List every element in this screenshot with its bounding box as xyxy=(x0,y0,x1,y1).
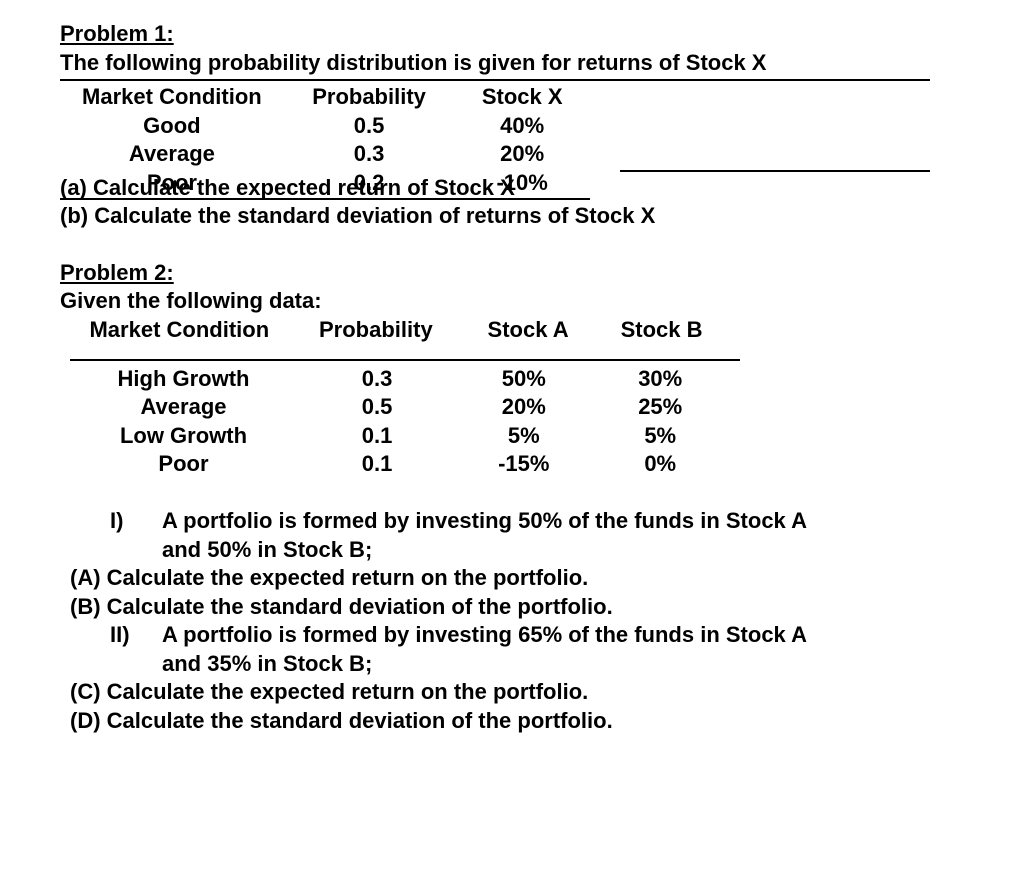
table-row: Average 0.3 20% xyxy=(60,140,590,169)
part-i: I) A portfolio is formed by investing 50… xyxy=(60,507,964,536)
cell: 0.3 xyxy=(297,365,457,394)
col-header: Probability xyxy=(284,83,455,112)
cell: 30% xyxy=(590,365,730,394)
cell: 0.3 xyxy=(284,140,455,169)
problem-2-qD: (D) Calculate the standard deviation of … xyxy=(60,707,964,736)
problem-2-qA: (A) Calculate the expected return on the… xyxy=(60,564,964,593)
table-row: Low Growth 0.1 5% 5% xyxy=(70,422,730,451)
cell: 20% xyxy=(457,393,590,422)
cell: Average xyxy=(60,140,284,169)
part-ii-cont: and 35% in Stock B; xyxy=(60,650,964,679)
part-ii-num: II) xyxy=(110,621,162,650)
cell: -15% xyxy=(457,450,590,479)
cell: 25% xyxy=(590,393,730,422)
cell: Average xyxy=(70,393,297,422)
problem-2-table-body: High Growth 0.3 50% 30% Average 0.5 20% … xyxy=(70,365,730,479)
problem-2: Problem 2: Given the following data: Mar… xyxy=(60,259,964,736)
part-i-cont: and 50% in Stock B; xyxy=(60,536,964,565)
table-row: Poor 0.1 -15% 0% xyxy=(70,450,730,479)
cell: 0.5 xyxy=(297,393,457,422)
col-header: Stock A xyxy=(463,316,593,345)
cell: Good xyxy=(60,112,284,141)
cell: High Growth xyxy=(70,365,297,394)
cell: 20% xyxy=(454,140,590,169)
part-i-text: A portfolio is formed by investing 50% o… xyxy=(162,507,807,536)
cell: 0.5 xyxy=(284,112,455,141)
col-header: Market Condition xyxy=(60,83,284,112)
table-row: Good 0.5 40% xyxy=(60,112,590,141)
table-row: High Growth 0.3 50% 30% xyxy=(70,365,730,394)
problem-1-intro: The following probability distribution i… xyxy=(60,49,964,78)
col-header: Market Condition xyxy=(70,316,289,345)
part-ii: II) A portfolio is formed by investing 6… xyxy=(60,621,964,650)
cell: 0.1 xyxy=(297,422,457,451)
cell: 5% xyxy=(590,422,730,451)
cell: 0% xyxy=(590,450,730,479)
col-header: Stock B xyxy=(593,316,730,345)
cell: 0.1 xyxy=(297,450,457,479)
rule xyxy=(70,359,740,361)
rule-extend xyxy=(620,170,930,172)
problem-2-title: Problem 2: xyxy=(60,259,964,288)
col-header: Stock X xyxy=(454,83,590,112)
cell: 40% xyxy=(454,112,590,141)
table-header-row: Market Condition Probability Stock A Sto… xyxy=(70,316,730,345)
cell: 50% xyxy=(457,365,590,394)
problem-2-table-head: Market Condition Probability Stock A Sto… xyxy=(70,316,730,345)
rule xyxy=(60,79,930,81)
part-i-num: I) xyxy=(110,507,162,536)
problem-2-qC: (C) Calculate the expected return on the… xyxy=(60,678,964,707)
cell: 5% xyxy=(457,422,590,451)
problem-2-intro: Given the following data: xyxy=(60,287,964,316)
table-row: Average 0.5 20% 25% xyxy=(70,393,730,422)
problem-1-qb: (b) Calculate the standard deviation of … xyxy=(60,202,964,231)
col-header: Probability xyxy=(289,316,463,345)
cell: Poor xyxy=(70,450,297,479)
problem-1-qa: (a) Calculate the expected return of Sto… xyxy=(60,174,964,203)
table-header-row: Market Condition Probability Stock X xyxy=(60,83,590,112)
problem-1: Problem 1: The following probability dis… xyxy=(60,20,964,231)
part-ii-text: A portfolio is formed by investing 65% o… xyxy=(162,621,807,650)
problem-2-qB: (B) Calculate the standard deviation of … xyxy=(60,593,964,622)
problem-1-title: Problem 1: xyxy=(60,20,964,49)
cell: Low Growth xyxy=(70,422,297,451)
